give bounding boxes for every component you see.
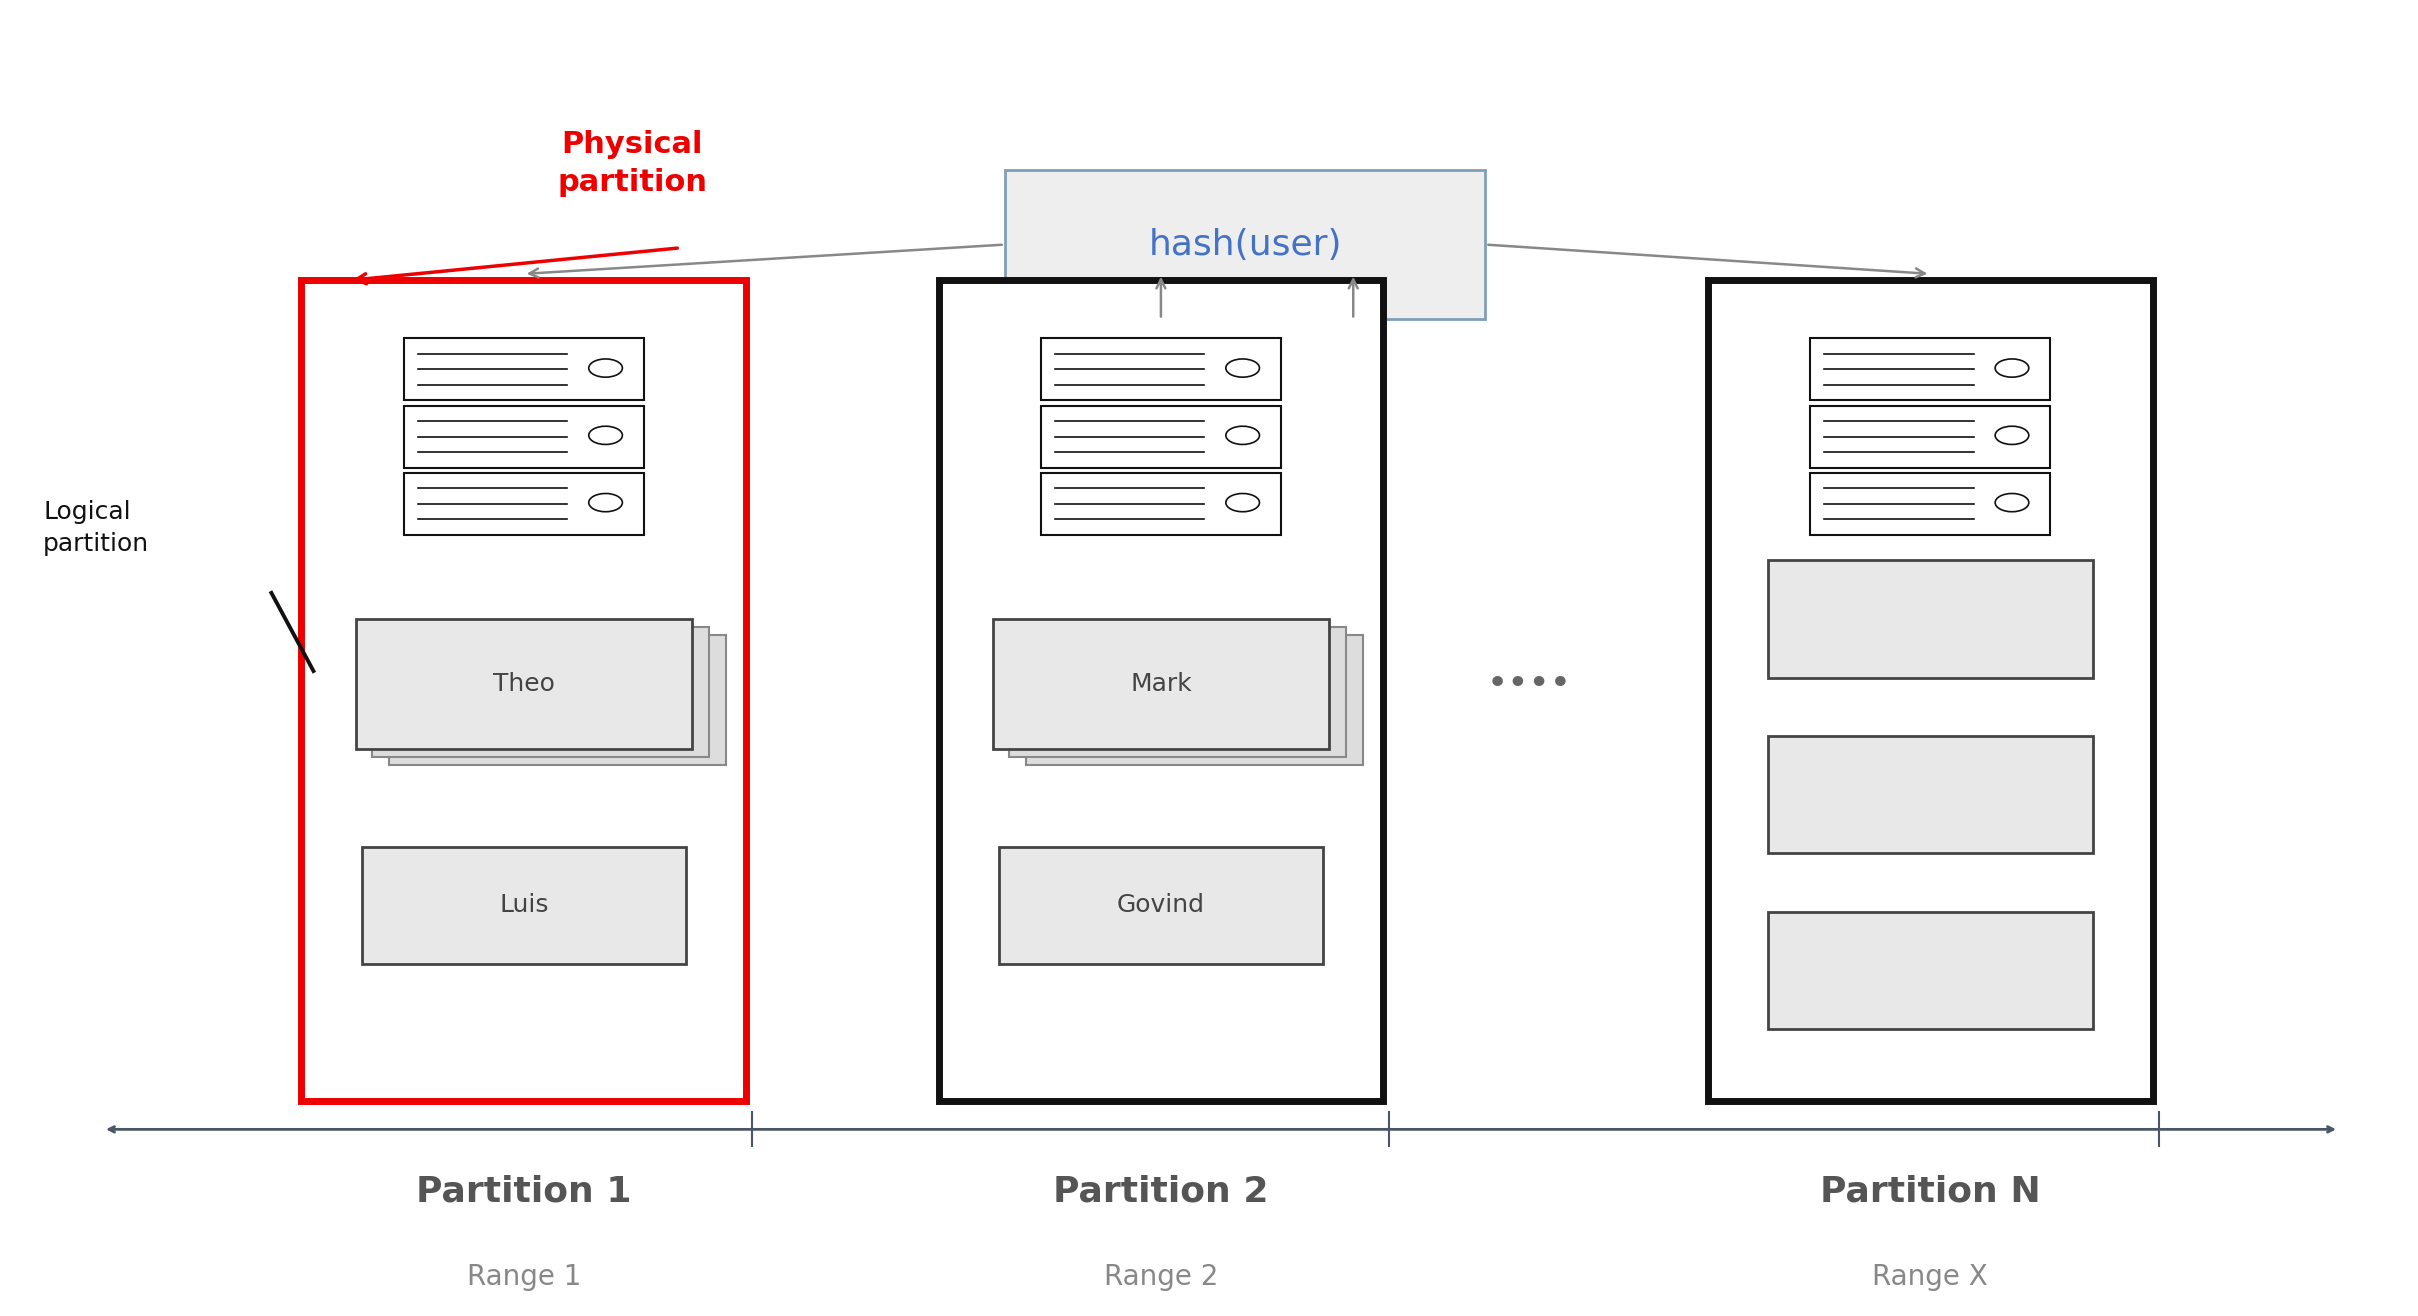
Bar (1040, 472, 1282, 534)
FancyBboxPatch shape (1768, 561, 2092, 678)
Circle shape (588, 426, 621, 445)
Circle shape (1995, 359, 2029, 378)
FancyBboxPatch shape (994, 619, 1330, 749)
FancyBboxPatch shape (1768, 736, 2092, 853)
FancyBboxPatch shape (355, 619, 692, 749)
FancyBboxPatch shape (363, 846, 687, 965)
FancyBboxPatch shape (1025, 634, 1364, 765)
FancyBboxPatch shape (999, 846, 1323, 965)
FancyBboxPatch shape (1707, 280, 2152, 1100)
Text: Partition 2: Partition 2 (1054, 1175, 1269, 1209)
Bar (404, 338, 643, 400)
Bar (1040, 338, 1282, 400)
Circle shape (1995, 494, 2029, 512)
Circle shape (1226, 359, 1260, 378)
Text: Mark: Mark (1129, 672, 1192, 696)
Circle shape (1226, 426, 1260, 445)
Text: ••••: •••• (1487, 667, 1572, 701)
Bar (404, 405, 643, 467)
Bar (1811, 338, 2050, 400)
Circle shape (588, 494, 621, 512)
Text: hash(user): hash(user) (1149, 228, 1342, 262)
Text: Range 2: Range 2 (1103, 1262, 1219, 1291)
Circle shape (588, 359, 621, 378)
FancyBboxPatch shape (302, 280, 747, 1100)
Text: Partition N: Partition N (1821, 1175, 2041, 1209)
FancyBboxPatch shape (389, 634, 725, 765)
FancyBboxPatch shape (372, 626, 708, 757)
Circle shape (1995, 426, 2029, 445)
FancyBboxPatch shape (938, 280, 1383, 1100)
FancyBboxPatch shape (1008, 626, 1347, 757)
Text: Govind: Govind (1117, 894, 1204, 917)
Text: Partition 1: Partition 1 (416, 1175, 631, 1209)
FancyBboxPatch shape (1003, 170, 1485, 320)
Text: Range X: Range X (1872, 1262, 1988, 1291)
Bar (1811, 405, 2050, 467)
Text: Range 1: Range 1 (467, 1262, 580, 1291)
FancyBboxPatch shape (1768, 912, 2092, 1029)
Circle shape (1226, 494, 1260, 512)
Bar (1040, 405, 1282, 467)
Text: Logical
partition: Logical partition (44, 500, 150, 555)
Text: Theo: Theo (493, 672, 554, 696)
Bar (404, 472, 643, 534)
Text: Physical
partition: Physical partition (556, 129, 706, 197)
Text: Luis: Luis (498, 894, 549, 917)
Bar (1811, 472, 2050, 534)
